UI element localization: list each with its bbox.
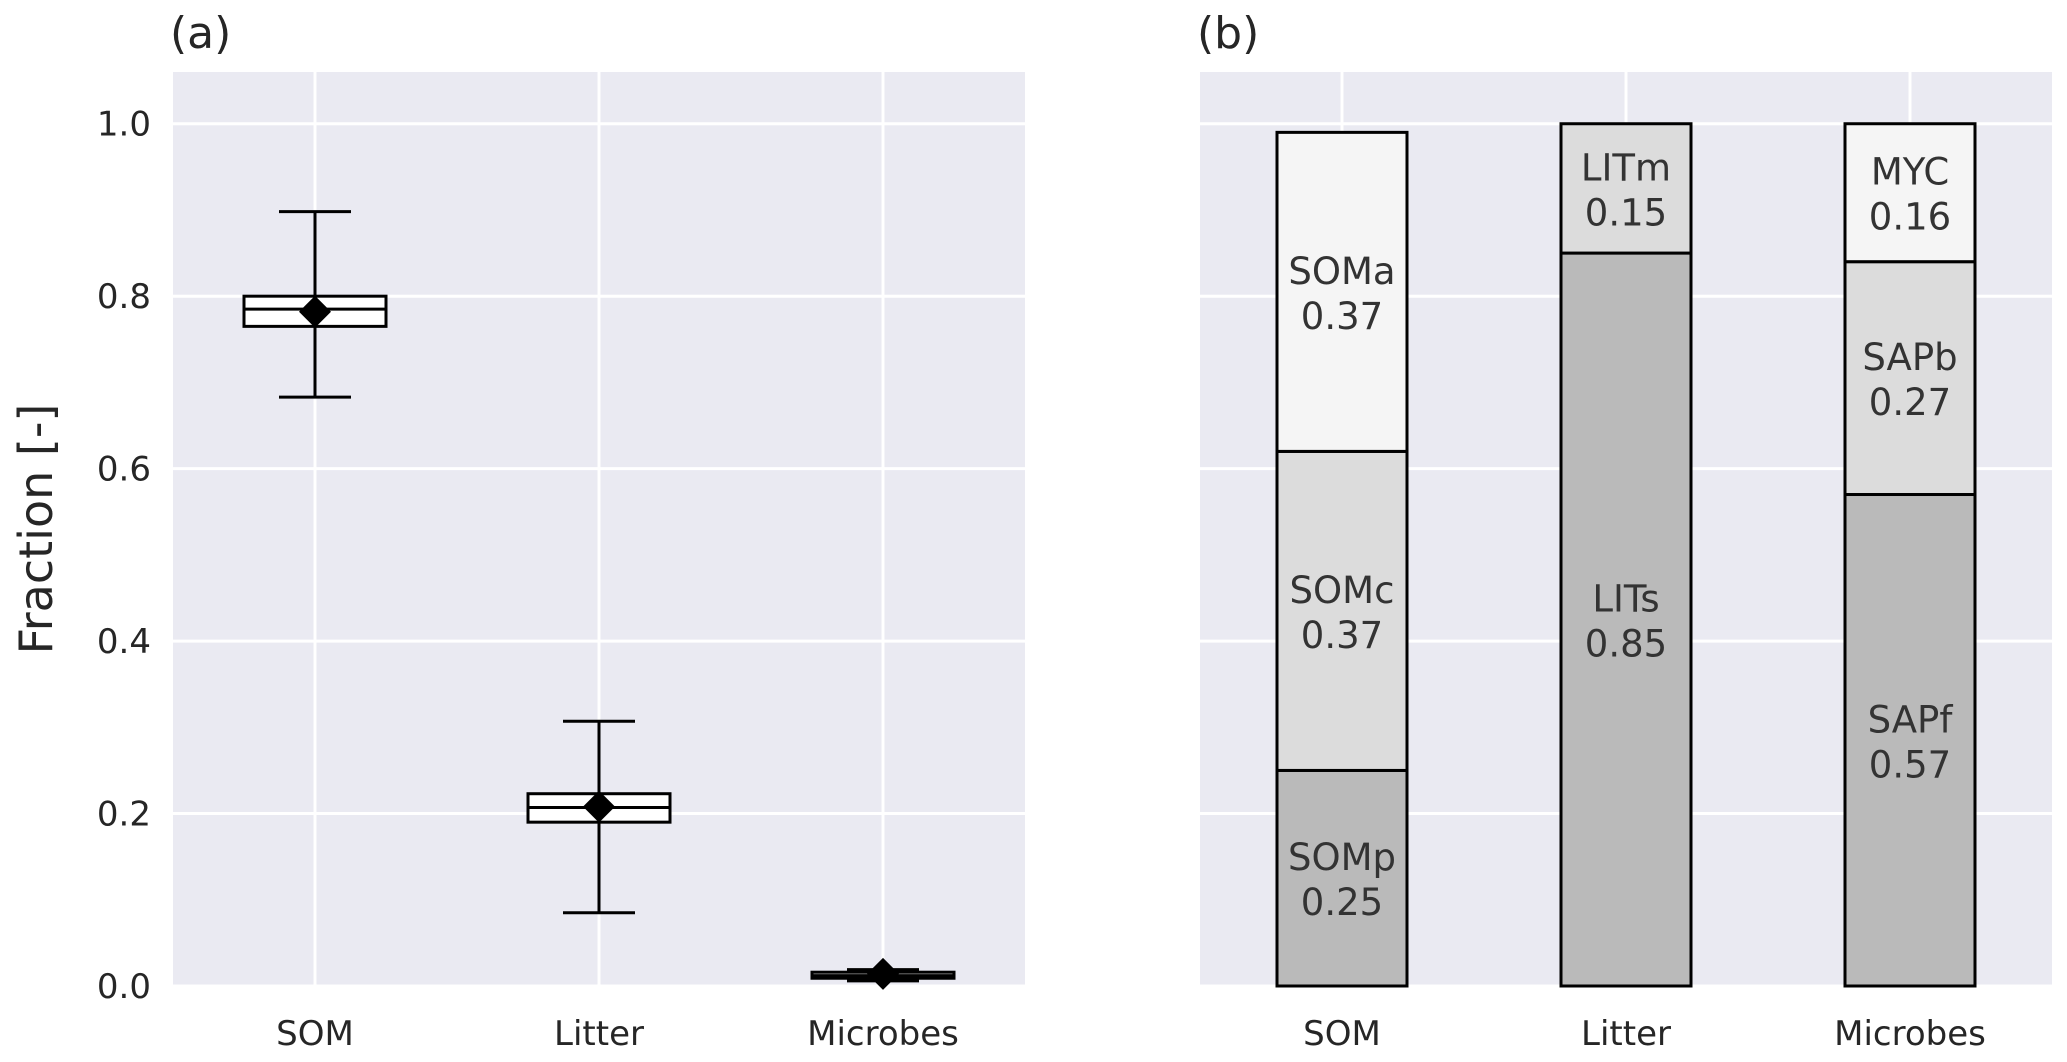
segment-value-label: 0.15 <box>1585 191 1667 234</box>
x-tick-label: Litter <box>1581 1014 1671 1054</box>
box-microbes <box>810 957 956 990</box>
segment-value-label: 0.85 <box>1585 623 1667 666</box>
panel-b-marks: SOMp0.25SOMc0.37SOMa0.37LITs0.85LITm0.15… <box>1275 122 1977 988</box>
mean-marker <box>583 790 615 823</box>
segment-value-label: 0.25 <box>1301 881 1383 924</box>
segment-value-label: 0.57 <box>1869 743 1951 786</box>
y-tick-label: 0.2 <box>97 795 151 835</box>
mean-marker <box>299 295 331 328</box>
segment-value-label: 0.16 <box>1869 196 1951 239</box>
segment-name-label: SOMp <box>1288 836 1396 879</box>
y-axis-label: Fraction [-] <box>9 404 63 655</box>
box-litter <box>526 719 672 915</box>
bar-segment-somp <box>1275 768 1409 988</box>
segment-name-label: SAPf <box>1868 698 1954 741</box>
mean-marker <box>867 957 899 990</box>
bar-segment-litm <box>1559 122 1693 255</box>
y-tick-label: 1.0 <box>97 105 151 145</box>
x-tick-label: Microbes <box>1834 1014 1986 1054</box>
y-tick-label: 0.8 <box>97 277 151 317</box>
bar-segment-lits <box>1559 251 1693 988</box>
bar-segment-myc <box>1843 122 1977 264</box>
panel-b-ticks: SOM Litter Microbes <box>1303 1014 1986 1054</box>
segment-name-label: LITm <box>1581 146 1671 189</box>
bar-segment-somc <box>1275 449 1409 772</box>
y-tick-label: 0.4 <box>97 622 151 662</box>
panel-b-label: (b) <box>1197 8 1259 59</box>
segment-name-label: LITs <box>1592 578 1659 621</box>
bar-segment-sapb <box>1843 260 1977 497</box>
segment-value-label: 0.37 <box>1301 295 1383 338</box>
panel-a-label: (a) <box>170 8 231 59</box>
segment-name-label: SAPb <box>1862 336 1957 379</box>
x-tick-label: SOM <box>1303 1014 1381 1054</box>
bar-segment-soma <box>1275 130 1409 453</box>
x-tick-label: Litter <box>554 1014 644 1054</box>
y-tick-label: 0.0 <box>97 967 151 1007</box>
x-tick-label: SOM <box>276 1014 354 1054</box>
segment-name-label: SOMc <box>1290 569 1395 612</box>
y-tick-label: 0.6 <box>97 450 151 490</box>
segment-value-label: 0.37 <box>1301 614 1383 657</box>
segment-name-label: MYC <box>1871 151 1949 194</box>
x-tick-label: Microbes <box>807 1014 959 1054</box>
bar-segment-sapf <box>1843 493 1977 988</box>
panel-a-marks <box>242 210 956 990</box>
box-som <box>242 210 388 399</box>
panel-a-ticks: 0.0 0.2 0.4 0.6 0.8 1.0 SOM Litter Microbes <box>97 105 959 1054</box>
segment-value-label: 0.27 <box>1869 381 1951 424</box>
segment-name-label: SOMa <box>1288 250 1395 293</box>
panel-b-stacked-bar: SOMp0.25SOMc0.37SOMa0.37LITs0.85LITm0.15… <box>1197 8 2052 1054</box>
